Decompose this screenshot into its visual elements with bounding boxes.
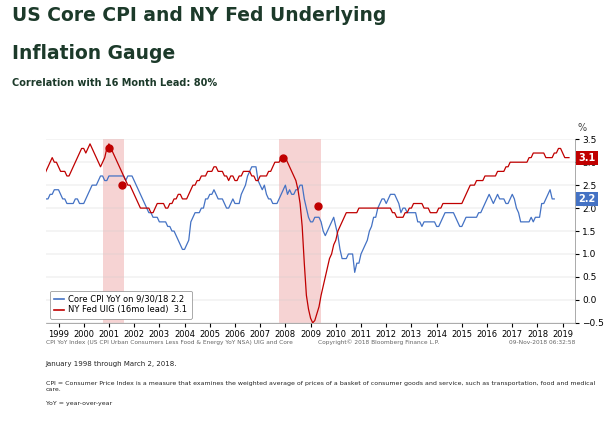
Text: CPI YoY Index (US CPI Urban Consumers Less Food & Energy YoY NSA) UIG and Core: CPI YoY Index (US CPI Urban Consumers Le…	[46, 340, 293, 345]
Text: Correlation with 16 Month Lead: 80%: Correlation with 16 Month Lead: 80%	[12, 78, 217, 88]
Text: 3.1: 3.1	[578, 153, 595, 162]
Text: YoY = year-over-year: YoY = year-over-year	[46, 401, 112, 406]
Bar	[103, 139, 124, 323]
Legend: Core CPI YoY on 9/30/18 2.2, NY Fed UIG (16mo lead)  3.1: Core CPI YoY on 9/30/18 2.2, NY Fed UIG …	[50, 291, 192, 319]
Text: January 1998 through March 2, 2018.: January 1998 through March 2, 2018.	[46, 361, 177, 367]
Text: 2.2: 2.2	[578, 194, 595, 204]
Text: 09-Nov-2018 06:32:58: 09-Nov-2018 06:32:58	[509, 340, 575, 345]
Text: US Core CPI and NY Fed Underlying: US Core CPI and NY Fed Underlying	[12, 6, 387, 25]
Text: Copyright© 2018 Bloomberg Finance L.P.: Copyright© 2018 Bloomberg Finance L.P.	[318, 340, 439, 345]
Bar	[279, 139, 321, 323]
Text: CPI = Consumer Price Index is a measure that examines the weighted average of pr: CPI = Consumer Price Index is a measure …	[46, 381, 595, 392]
Text: %: %	[577, 123, 586, 133]
Text: Inflation Gauge: Inflation Gauge	[12, 44, 176, 63]
